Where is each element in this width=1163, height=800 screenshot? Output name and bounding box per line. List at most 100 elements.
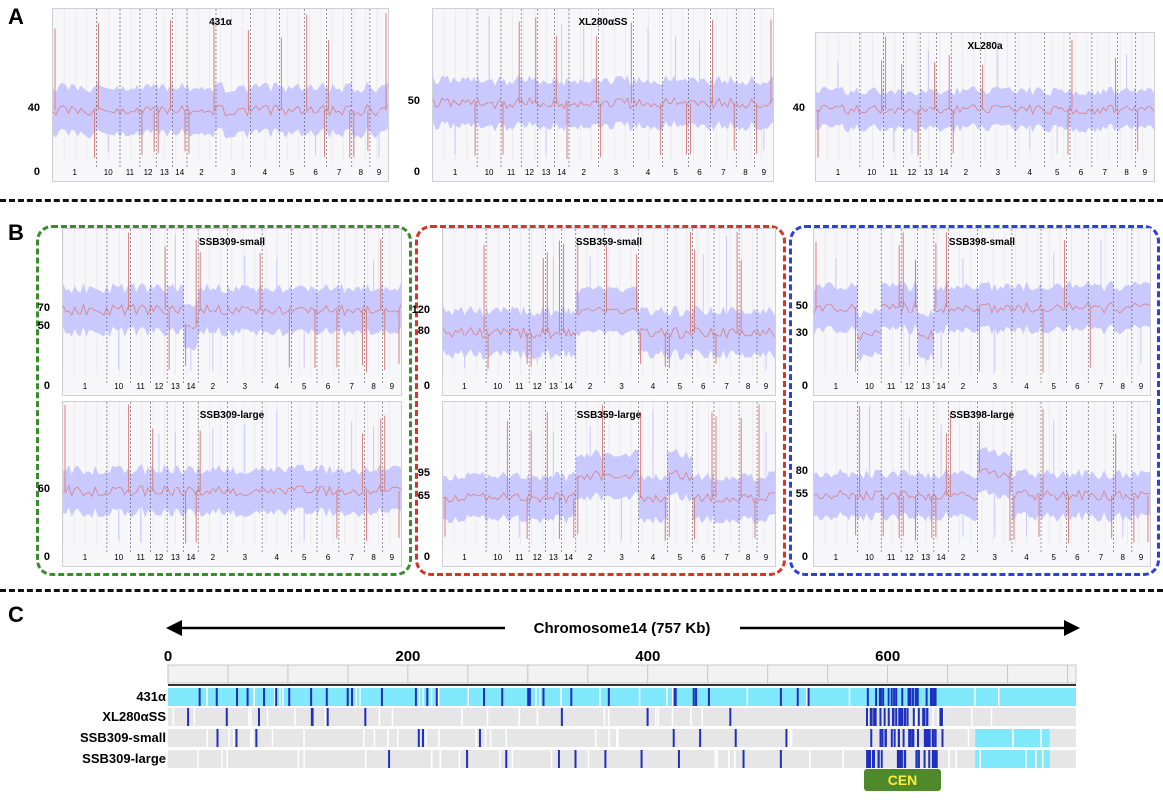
coverage-mean-chr2 xyxy=(950,104,981,115)
track-gap xyxy=(271,729,274,747)
chromosome-label: 3 xyxy=(996,168,1001,177)
track-marker xyxy=(672,729,675,747)
track-marker-cen xyxy=(939,708,942,726)
track-marker xyxy=(198,688,201,706)
coverage-mean-chr5 xyxy=(1040,304,1067,313)
chromosome-label: 1 xyxy=(453,168,458,177)
chromosome-label: 7 xyxy=(337,168,342,177)
coverage-band-chr3 xyxy=(216,82,251,139)
track-gap xyxy=(942,708,945,726)
chromosome-label: 14 xyxy=(175,168,184,177)
track-marker-cen xyxy=(884,729,887,747)
chromosome-label: 11 xyxy=(136,553,145,562)
chromosome-label: 1 xyxy=(836,168,841,177)
chromosome-label: 8 xyxy=(1121,553,1126,562)
track-gap xyxy=(365,750,367,768)
coverage-band-chr13 xyxy=(537,75,555,130)
track-marker-cen xyxy=(887,708,890,726)
chromosome-label: 14 xyxy=(564,382,573,391)
chromosome-label: 13 xyxy=(921,382,930,391)
coverage-plot-2: 1 10 11 12 13 14 2 3 4 5 6 7 8 9 XL280a xyxy=(815,32,1155,182)
track-gap xyxy=(789,729,792,747)
track-marker xyxy=(692,688,695,706)
track-gap xyxy=(197,750,199,768)
chromosome-label: 10 xyxy=(865,553,874,562)
chromosome-label: 6 xyxy=(701,553,706,562)
chromosome-label: 5 xyxy=(1052,382,1057,391)
coverage-mean-chr13 xyxy=(166,304,184,314)
track-gap xyxy=(391,708,394,726)
track-marker-cen xyxy=(922,708,925,726)
coverage-mean-chr13 xyxy=(917,490,935,502)
track-gap xyxy=(297,750,300,768)
coverage-band-chr8 xyxy=(739,472,758,524)
track-gap xyxy=(671,708,674,726)
track-gap xyxy=(716,750,718,768)
coverage-plot-3: 1 10 11 12 13 14 2 3 4 5 6 7 8 9 SSB309-small xyxy=(62,228,402,396)
track-gap xyxy=(979,750,981,768)
coverage-mean-chr3 xyxy=(598,97,634,110)
coverage-band-chr2 xyxy=(948,283,978,335)
track-marker xyxy=(707,688,710,706)
chromosome-label: 2 xyxy=(199,168,204,177)
track-gap xyxy=(250,708,252,726)
track-marker xyxy=(674,688,677,706)
coverage-plot-1: 1 10 11 12 13 14 2 3 4 5 6 7 8 9 XL280αSS xyxy=(432,8,774,182)
track-gap xyxy=(505,729,507,747)
coverage-mean-chr10 xyxy=(485,327,510,337)
chromosome-label: 14 xyxy=(186,382,195,391)
coverage-mean-chr3 xyxy=(977,468,1013,479)
chromosome-label: 12 xyxy=(525,168,534,177)
coverage-mean-chr14 xyxy=(561,491,577,504)
track-marker-cen xyxy=(917,708,920,726)
chromosome-label: 7 xyxy=(1102,168,1107,177)
track-gap xyxy=(467,688,470,706)
track-marker-cen xyxy=(923,708,926,726)
track-gap xyxy=(805,688,808,706)
chromosome-label: 5 xyxy=(1055,168,1060,177)
coverage-mean-chr7 xyxy=(338,304,365,317)
track-marker xyxy=(528,688,531,706)
chromosome-label: 12 xyxy=(907,168,916,177)
track-marker xyxy=(380,688,383,706)
track-marker xyxy=(785,729,788,747)
coverage-mean-chr6 xyxy=(1066,489,1089,501)
track-gap xyxy=(387,729,389,747)
chromosome-label: 12 xyxy=(144,168,153,177)
chromosome-label: 3 xyxy=(992,553,997,562)
chromosome-label: 6 xyxy=(1075,382,1080,391)
chromosome-label: 9 xyxy=(762,168,767,177)
track-marker xyxy=(215,688,218,706)
track-marker-cen xyxy=(908,729,911,747)
plot-title: XL280αSS xyxy=(578,17,628,28)
track-gap xyxy=(486,708,489,726)
chromosome-label: 5 xyxy=(302,382,307,391)
coverage-band-chr2 xyxy=(187,82,216,138)
track-gap xyxy=(206,688,208,706)
chromosome-label: 3 xyxy=(992,382,997,391)
track-gap xyxy=(599,688,601,706)
coverage-mean-chr2 xyxy=(186,105,217,117)
separator-a-b xyxy=(0,199,1163,202)
chromosome-label: 14 xyxy=(557,168,566,177)
coverage-band-chr1 xyxy=(63,464,107,518)
track-gap xyxy=(671,688,674,706)
coverage-mean-chr10 xyxy=(857,490,882,501)
track-gap xyxy=(1025,750,1027,768)
coverage-plot-5: 1 10 11 12 13 14 2 3 4 5 6 7 8 9 SSB359-small xyxy=(442,228,776,396)
coverage-mean-chr8 xyxy=(364,305,384,314)
track-marker xyxy=(779,688,782,706)
chromosome-label: 5 xyxy=(1052,553,1057,562)
track-marker-cen xyxy=(914,688,917,706)
chromosome-label: 11 xyxy=(889,168,898,177)
track-gap xyxy=(1035,750,1037,768)
track-marker-cen xyxy=(873,708,876,726)
track-marker-cen xyxy=(912,708,915,726)
chromosome-label: 11 xyxy=(136,382,145,391)
track-marker-cen xyxy=(934,729,937,747)
y-tick-label: 0 xyxy=(801,380,808,392)
coverage-band-chr7 xyxy=(1088,469,1114,523)
track-gap xyxy=(228,729,230,747)
track-marker xyxy=(478,729,481,747)
coverage-mean-chr1 xyxy=(433,97,478,108)
